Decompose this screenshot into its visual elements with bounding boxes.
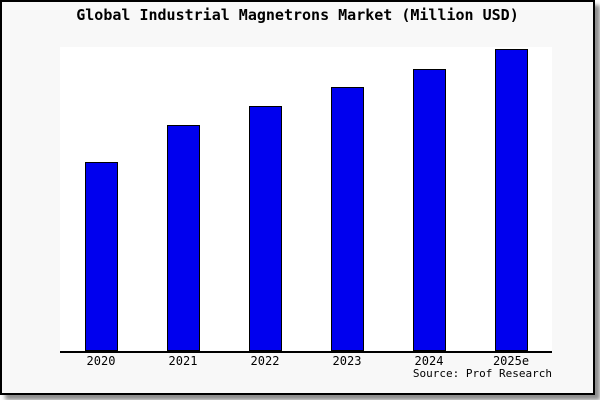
- source-credit: Source: Prof Research: [412, 367, 552, 380]
- bar-2024: [412, 69, 446, 351]
- bar-2020: [84, 162, 118, 351]
- x-tick-label-2025e: 2025e: [492, 354, 530, 368]
- chart-frame: Global Industrial Magnetrons Market (Mil…: [0, 0, 595, 395]
- x-tick-label-2021: 2021: [168, 354, 198, 368]
- x-tick-label-2020: 2020: [86, 354, 116, 368]
- bar-slot-2025e: [470, 47, 552, 351]
- bar-slot-2022: [224, 47, 306, 351]
- x-tick-label-2022: 2022: [250, 354, 280, 368]
- x-tick-label-2024: 2024: [414, 354, 444, 368]
- bar-2025e: [494, 49, 528, 351]
- x-axis-labels: 2020 2021 2022 2023 2024 2025e: [60, 354, 552, 368]
- bar-slot-2023: [306, 47, 388, 351]
- plot-area: [60, 47, 552, 353]
- bar-slot-2021: [142, 47, 224, 351]
- bar-2022: [248, 106, 282, 351]
- chart-title: Global Industrial Magnetrons Market (Mil…: [76, 6, 519, 24]
- bar-2023: [330, 87, 364, 351]
- bar-slot-2020: [60, 47, 142, 351]
- x-tick-label-2023: 2023: [332, 354, 362, 368]
- bar-2021: [166, 125, 200, 351]
- bar-slot-2024: [388, 47, 470, 351]
